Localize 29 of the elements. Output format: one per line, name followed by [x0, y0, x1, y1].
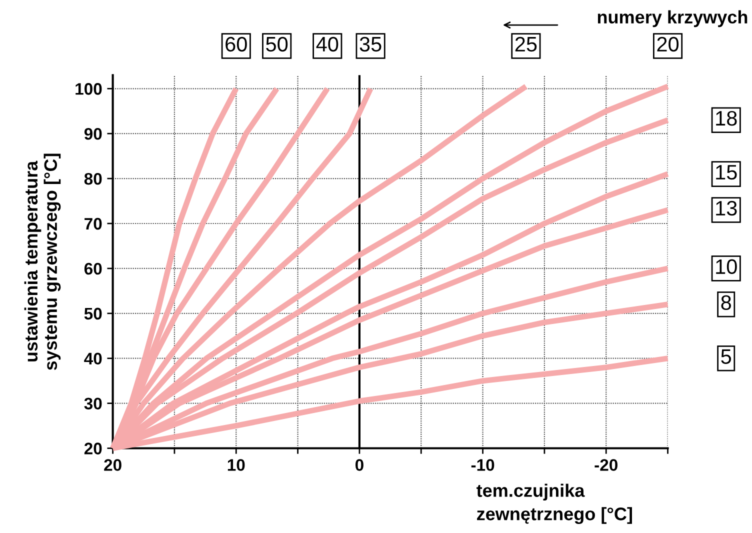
series-label: 60 [226, 36, 247, 52]
y-tick-label: 50 [84, 308, 102, 320]
y-axis-title: ustawienia temperatura systemu grzewczego [°C] [24, 154, 61, 370]
series-label: 40 [316, 36, 338, 52]
series-label: 50 [266, 36, 288, 52]
y-tick-label: 80 [84, 172, 102, 185]
text: 10 [716, 259, 737, 274]
y-tick-label: 40 [84, 352, 102, 365]
series-label: 20 [657, 36, 679, 52]
text: numery krzywych [598, 10, 748, 28]
text: 5 [721, 349, 732, 364]
x-tick-label: 10 [228, 459, 245, 471]
x-axis-title: tem.czujnika zewnętrznego [°C] [476, 484, 632, 524]
y-tick-label: 70 [84, 218, 102, 230]
text: 13 [716, 200, 737, 216]
x-tick-label: 0 [355, 459, 364, 471]
y-tick-label: 60 [84, 262, 102, 275]
series-label: 25 [515, 36, 537, 52]
text: 15 [716, 165, 737, 180]
x-tick-label: -10 [471, 459, 494, 471]
x-tick-label: -20 [594, 459, 618, 471]
y-tick-label: 90 [84, 128, 102, 140]
text: 18 [716, 110, 737, 126]
y-tick-label: 100 [76, 83, 102, 95]
x-tick-label: 20 [104, 459, 122, 471]
y-tick-label: 20 [84, 442, 102, 454]
y-tick-label: 30 [84, 398, 102, 410]
text: 8 [721, 295, 731, 310]
series-label: 35 [360, 36, 382, 52]
